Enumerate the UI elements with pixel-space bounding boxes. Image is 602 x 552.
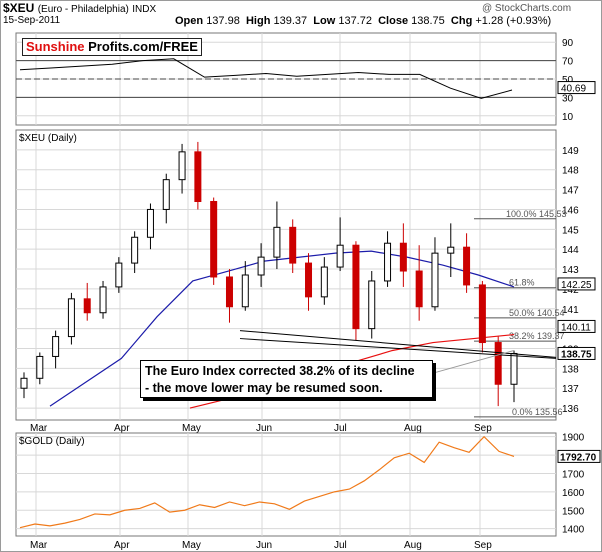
xeu-month-label: May [182, 423, 201, 434]
candle-body [20, 377, 28, 389]
rsi-tick-label: 30 [562, 93, 574, 104]
candle-body [368, 280, 376, 330]
rsi-tick-label: 90 [562, 38, 574, 49]
xeu-tick-label: 143 [562, 265, 579, 276]
gold-month-label: Jul [334, 540, 347, 551]
gold-month-label: Mar [30, 540, 48, 551]
fib-label: 0.0% 135.56 [512, 407, 563, 417]
candle-body [241, 274, 249, 308]
xeu-month-label: Jun [256, 423, 272, 434]
trendline-lower [239, 338, 557, 359]
price-tag-box [557, 277, 596, 291]
gold-tick-label: 1900 [562, 433, 585, 444]
price-tag-label: 138.75 [561, 349, 592, 360]
candle-body [131, 236, 139, 264]
xeu-panel-title: $XEU (Daily) [19, 133, 77, 144]
xeu-tick-label: 136 [562, 404, 579, 415]
gold-month-label: Sep [474, 540, 492, 551]
candle-body [146, 208, 154, 238]
candle-body [384, 242, 392, 282]
candle-body [336, 244, 344, 268]
candle-body [36, 355, 44, 379]
annotation-pointer [435, 349, 515, 373]
symbol-title: $XEU (Euro - Philadelphia) INDX [3, 1, 157, 15]
xeu-month-label: Sep [474, 423, 492, 434]
gold-month-label: Aug [404, 540, 422, 551]
xeu-month-label: Mar [30, 423, 48, 434]
fib-label: 100.0% 145.53 [506, 209, 567, 219]
fib-label: 61.8% [509, 278, 535, 288]
xeu-tick-label: 147 [562, 186, 579, 197]
gold-tick-label: 1700 [562, 469, 585, 480]
rsi-tick-label: 70 [562, 57, 574, 68]
candle-body [320, 266, 328, 298]
price-tag-label: 142.25 [561, 280, 592, 291]
gold-line [19, 435, 515, 529]
xeu-tick-label: 141 [562, 305, 579, 316]
ohlc-readout: Open 137.98 High 139.37 Low 137.72 Close… [175, 15, 552, 27]
candle-body [399, 242, 407, 272]
gold-last-value-label: 1792.70 [560, 452, 597, 463]
candle-body [257, 256, 265, 276]
xeu-month-label: Apr [114, 423, 130, 434]
candle-body [463, 246, 471, 286]
rsi-tick-label: 10 [562, 112, 574, 123]
xeu-tick-label: 148 [562, 166, 579, 177]
price-tag-label: 140.11 [561, 322, 591, 333]
rsi-last-value-box [557, 81, 596, 95]
gold-tick-label: 1400 [562, 525, 585, 536]
annotation-box: The Euro Index corrected 38.2% of its de… [140, 360, 433, 398]
candle-body [494, 342, 502, 385]
rsi-line [19, 58, 513, 99]
candle-body [99, 286, 107, 314]
xeu-tick-label: 149 [562, 146, 579, 157]
gold-month-label: Apr [114, 540, 130, 551]
candle-body [115, 262, 123, 288]
candle-body [162, 179, 170, 210]
xeu-tick-label: 146 [562, 205, 579, 216]
candle-body [178, 151, 186, 181]
price-tag-box [557, 319, 596, 333]
xeu-month-label: Aug [404, 423, 422, 434]
gold-month-label: Jun [256, 540, 272, 551]
xeu-tick-label: 137 [562, 384, 579, 395]
candle-body [273, 226, 281, 258]
gold-panel-title: $GOLD (Daily) [19, 436, 85, 447]
watermark: @ StockCharts.com [482, 3, 572, 14]
xeu-tick-label: 145 [562, 225, 579, 236]
candle-body [305, 262, 313, 298]
xeu-tick-label: 144 [562, 245, 579, 256]
candle-body [478, 284, 486, 344]
candle-body [431, 252, 439, 308]
price-tag-box [557, 346, 596, 360]
gold-tick-label: 1500 [562, 506, 585, 517]
candle-body [225, 276, 233, 308]
gold-tick-label: 1600 [562, 488, 585, 499]
rsi-last-value-label: 40.69 [561, 84, 586, 95]
fib-label: 50.0% 140.54 [509, 308, 565, 318]
candle-body [447, 246, 455, 254]
candle-body [67, 298, 75, 338]
candle-body [289, 226, 297, 264]
rsi-tick-label: 50 [562, 75, 574, 86]
gold-month-label: May [182, 540, 201, 551]
candle-body [52, 336, 60, 357]
date-label: 15-Sep-2011 [3, 15, 61, 26]
annotation-line-2: - the move lower may be resumed soon. [145, 381, 383, 395]
candle-body [352, 244, 360, 330]
annotation-line-1: The Euro Index corrected 38.2% of its de… [145, 364, 415, 378]
candle-body [194, 151, 202, 203]
candle-body [510, 352, 518, 385]
candle-body [415, 270, 423, 308]
candle-body [210, 201, 218, 278]
xeu-tick-label: 138 [562, 364, 579, 375]
fib-label: 38.2% 139.37 [509, 331, 565, 341]
gold-last-value-box [557, 449, 601, 463]
xeu-month-label: Jul [334, 423, 347, 434]
sunshine-logo: Sunshine Profits.com/FREE [22, 38, 202, 56]
candle-body [83, 298, 91, 314]
gold-panel-border [15, 432, 557, 537]
